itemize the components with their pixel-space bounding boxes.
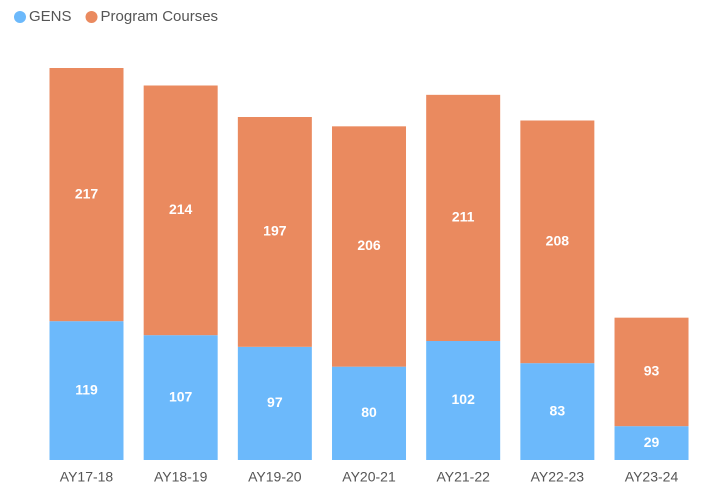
data-label: 29 [644,434,660,450]
data-label: 211 [452,209,475,225]
bar-segment [332,126,407,367]
x-tick-label: AY23-24 [625,469,679,485]
data-label: 197 [263,223,287,239]
legend-label: Program Courses [101,8,219,25]
data-label: 119 [75,381,98,397]
legend-swatch [85,11,98,23]
data-label: 217 [75,185,99,201]
bar-segment [237,117,312,347]
x-tick-label: AY22-23 [531,469,585,485]
bar-segment [614,317,689,427]
bar-segment [143,335,218,460]
bar-segment [49,68,124,322]
x-tick-label: AY20-21 [342,469,396,485]
x-tick-label: AY18-19 [154,469,208,485]
data-label: 208 [546,233,570,249]
bar-segment [520,120,595,364]
legend-swatch [14,11,26,23]
bar-segment [426,341,501,460]
x-tick-label: AY21-22 [436,469,490,485]
data-label: 93 [644,363,660,379]
data-label: 83 [550,402,566,418]
bar-segment [426,94,501,341]
x-tick-label: AY19-20 [248,469,302,485]
data-label: 206 [357,237,381,253]
bar-segment [614,426,689,460]
bar-segment [332,366,407,460]
data-label: 214 [169,201,193,217]
bar-segment [237,346,312,460]
bar-segment [49,321,124,460]
data-label: 107 [169,388,193,404]
data-label: 102 [452,391,476,407]
bar-segment [520,363,595,460]
x-tick-label: AY17-18 [60,469,114,485]
data-label: 80 [361,404,377,420]
bar-segment [143,85,218,336]
legend-label: GENS [29,8,72,25]
data-label: 97 [267,394,283,410]
